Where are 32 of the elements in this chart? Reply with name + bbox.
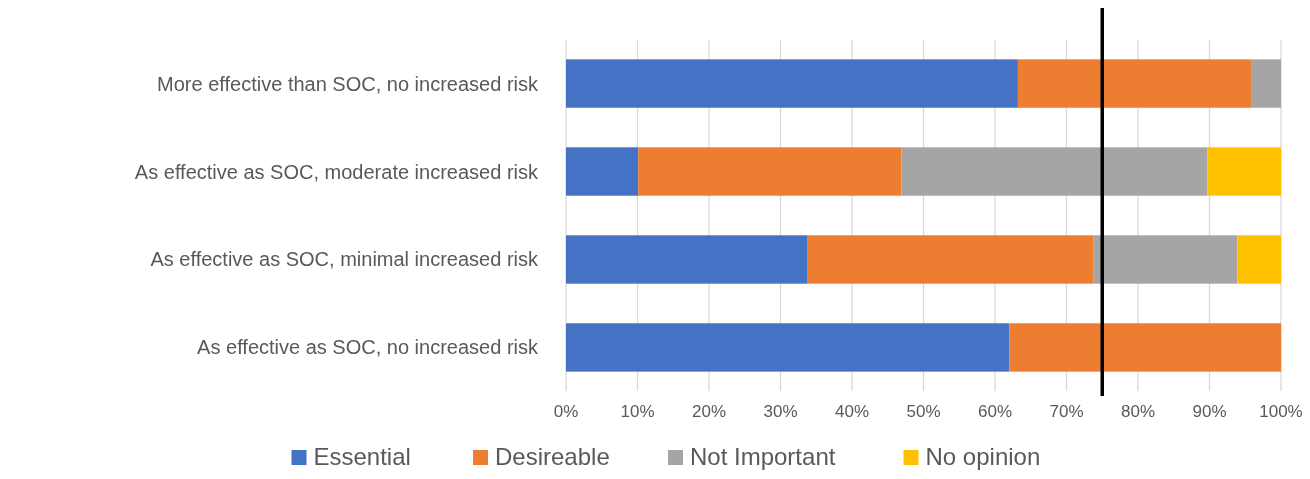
bar [566,323,1010,372]
x-tick-label: 70% [1049,402,1084,421]
x-tick-label: 30% [763,402,798,421]
y-tick-label: As effective as SOC, minimal increased risk [150,248,539,271]
x-tick-label: 60% [977,402,1013,421]
y-tick-label: As effective as SOC, no increased risk [197,336,539,359]
y-tick-label: More effective than SOC, no increased risk [157,72,539,95]
bar [807,235,1094,284]
bar [566,59,1018,108]
x-tick-label: 80% [1120,402,1156,421]
bar [901,147,1208,196]
bar [638,147,902,196]
x-tick-label: 20% [691,402,727,421]
bar [1250,59,1281,108]
legend-label: Not Important [690,443,836,470]
bar [1207,147,1281,196]
bar [1009,323,1281,372]
x-tick-label: 50% [906,402,941,421]
bar [1093,235,1238,284]
bar [1017,59,1251,108]
legend-label: No opinion [925,443,1041,470]
y-tick-label: As effective as SOC, moderate increased risk [134,160,539,183]
x-tick-label: 40% [834,402,870,421]
legend-label: Desireable [495,443,610,470]
legend-label: Essential [313,443,411,470]
x-tick-label: 10% [620,402,655,421]
bar [566,235,808,284]
x-tick-label: 100% [1259,402,1303,421]
bar [566,147,639,196]
x-tick-label: 90% [1192,402,1227,421]
x-tick-label: 0% [553,402,579,421]
bar [1237,235,1282,284]
